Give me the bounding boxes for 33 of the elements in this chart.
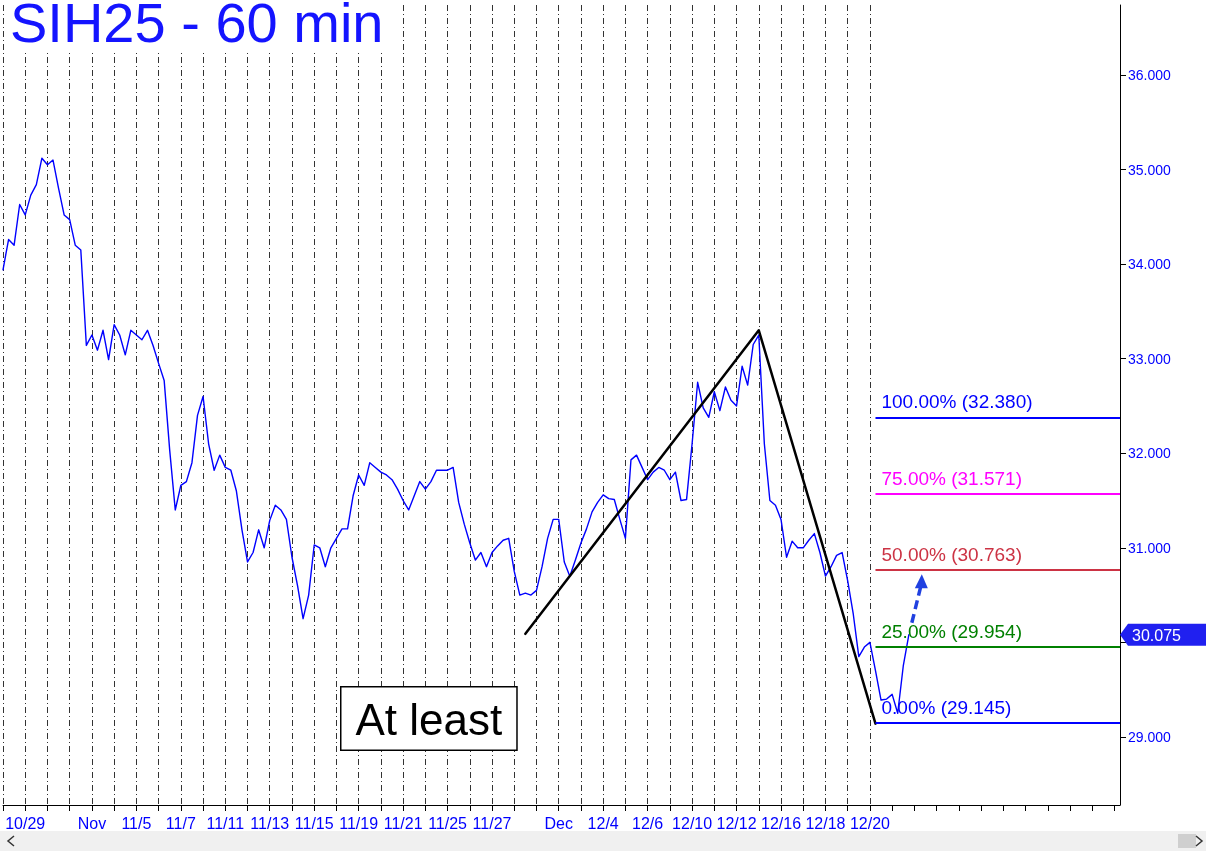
ref-line-label: 75.00% (31.571) [881,467,1022,489]
x-tick-label: 12/12 [716,814,757,832]
chart-title: SIH25 - 60 min [10,0,384,54]
ref-line-label: 25.00% (29.954) [881,620,1022,642]
x-tick-label: 12/20 [849,814,891,832]
x-tick-label: 11/5 [121,814,152,832]
x-tick-label: 11/15 [294,814,334,832]
y-tick-label: 31.000 [1128,539,1172,556]
x-tick-label: 11/25 [428,814,468,832]
x-tick-label: 11/19 [339,814,379,832]
x-tick-label: 12/6 [632,814,664,832]
y-tick-label: 34.000 [1128,256,1172,273]
y-tick-label: 35.000 [1128,161,1172,178]
x-tick-label: 11/11 [206,814,245,832]
x-tick-label: 12/10 [672,814,713,832]
x-tick-label: 11/27 [472,814,512,832]
x-tick-label: 11/7 [165,814,196,832]
x-tick-label: 12/16 [760,814,802,832]
y-tick-label: 36.000 [1128,66,1172,83]
annotation: At least [355,695,503,744]
x-tick-label: 12/18 [805,814,846,832]
x-tick-label: 10/29 [5,814,46,832]
ref-line-label: 50.00% (30.763) [881,544,1022,566]
y-tick-label: 33.000 [1128,350,1172,367]
x-tick-label: 12/4 [587,814,619,832]
x-tick-label: Nov [77,814,107,832]
y-tick-label: 29.000 [1128,728,1172,745]
text: 30.075 [1132,626,1182,644]
x-tick-label: 11/13 [250,814,290,832]
x-tick-label: 11/21 [383,814,423,832]
y-tick-label: 32.000 [1128,445,1172,462]
x-tick-label: Dec [544,814,573,832]
ref-line-label: 100.00% (32.380) [881,391,1033,413]
